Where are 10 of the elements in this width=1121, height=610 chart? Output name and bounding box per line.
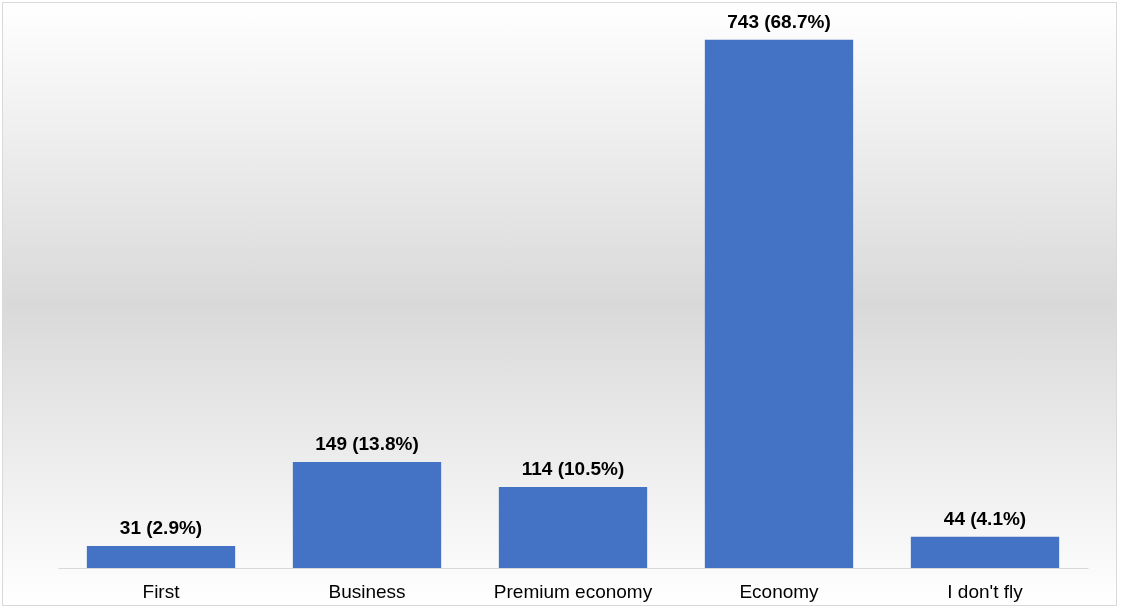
x-tick-label: I don't fly: [947, 580, 1024, 602]
data-label: 44 (4.1%): [943, 507, 1027, 529]
x-tick-label: First: [142, 580, 181, 602]
data-label: 114 (10.5%): [521, 457, 625, 479]
x-tick-label: Premium economy: [493, 580, 653, 602]
x-tick-label: Business: [328, 580, 406, 602]
data-label: 743 (68.7%): [727, 10, 831, 32]
data-label: 149 (13.8%): [315, 433, 419, 455]
data-label: 31 (2.9%): [119, 516, 203, 538]
x-tick-label: Economy: [739, 580, 820, 602]
